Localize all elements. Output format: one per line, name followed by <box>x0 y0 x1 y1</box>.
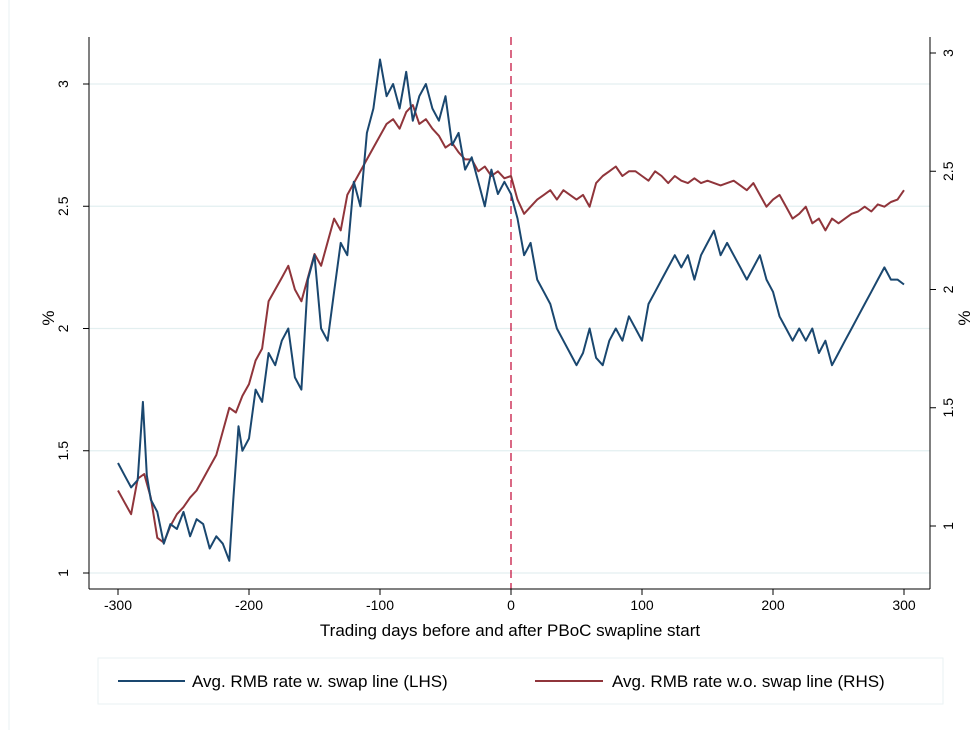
legend-label-lhs: Avg. RMB rate w. swap line (LHS) <box>192 672 448 691</box>
axes: -300 -200 -100 0 100 200 300 1 1.5 2 2.5 3 1 1.5 2 2.5 3 <box>55 37 956 613</box>
y-tick-label-left: 1 <box>55 569 71 577</box>
series-line-lhs <box>117 58 905 562</box>
x-tick-label: -200 <box>235 597 263 613</box>
gridlines <box>89 83 930 574</box>
y-tick-label-right: 1.5 <box>940 398 956 418</box>
y-tick-label-left: 3 <box>55 80 71 88</box>
x-tick-label: -300 <box>104 597 132 613</box>
x-tick-label: 300 <box>892 597 916 613</box>
x-tick-label: 0 <box>507 597 515 613</box>
series-layer <box>117 58 905 562</box>
y-tick-label-left: 2 <box>55 324 71 332</box>
x-tick-label: -100 <box>366 597 394 613</box>
y-tick-label-right: 2.5 <box>940 161 956 181</box>
legend-label-rhs: Avg. RMB rate w.o. swap line (RHS) <box>612 672 885 691</box>
legend: Avg. RMB rate w. swap line (LHS) Avg. RM… <box>97 657 944 705</box>
y-tick-label-right: 3 <box>940 49 956 57</box>
x-tick-label: 200 <box>761 597 785 613</box>
x-tick-label: 100 <box>630 597 654 613</box>
x-axis-title: Trading days before and after PBoC swapl… <box>320 621 700 640</box>
y-tick-label-right: 1 <box>940 522 956 530</box>
y-axis-title-right: % <box>955 310 974 325</box>
y-tick-label-right: 2 <box>940 285 956 293</box>
legend-box <box>97 657 944 705</box>
y-axis-title-left: % <box>39 310 58 325</box>
y-tick-label-left: 2.5 <box>55 196 71 216</box>
y-tick-label-left: 1.5 <box>55 441 71 461</box>
series-line-rhs <box>117 104 905 544</box>
